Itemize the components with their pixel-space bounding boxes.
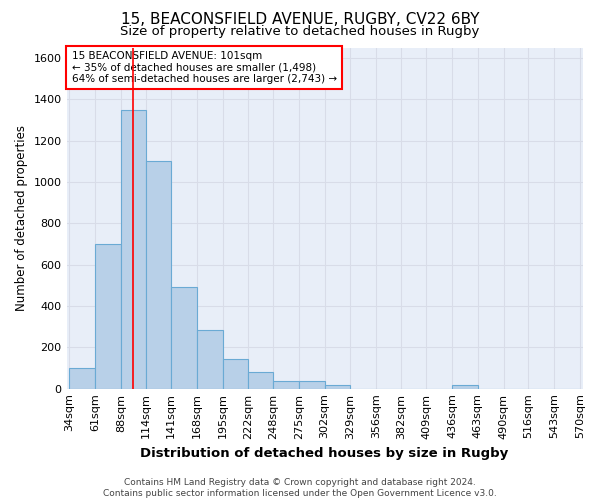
X-axis label: Distribution of detached houses by size in Rugby: Distribution of detached houses by size …: [140, 447, 509, 460]
Text: 15, BEACONSFIELD AVENUE, RUGBY, CV22 6BY: 15, BEACONSFIELD AVENUE, RUGBY, CV22 6BY: [121, 12, 479, 28]
Y-axis label: Number of detached properties: Number of detached properties: [15, 125, 28, 311]
Bar: [171, 288, 197, 388]
Bar: [197, 330, 223, 388]
Bar: [95, 244, 121, 388]
Text: Contains HM Land Registry data © Crown copyright and database right 2024.
Contai: Contains HM Land Registry data © Crown c…: [103, 478, 497, 498]
Bar: [452, 385, 478, 388]
Bar: [248, 372, 273, 388]
Bar: [223, 359, 248, 388]
Text: Size of property relative to detached houses in Rugby: Size of property relative to detached ho…: [121, 25, 479, 38]
Bar: [325, 385, 350, 388]
Bar: [273, 382, 299, 388]
Text: 15 BEACONSFIELD AVENUE: 101sqm
← 35% of detached houses are smaller (1,498)
64% : 15 BEACONSFIELD AVENUE: 101sqm ← 35% of …: [72, 51, 337, 84]
Bar: [121, 110, 146, 388]
Bar: [299, 382, 325, 388]
Bar: [70, 368, 95, 388]
Bar: [146, 161, 171, 388]
